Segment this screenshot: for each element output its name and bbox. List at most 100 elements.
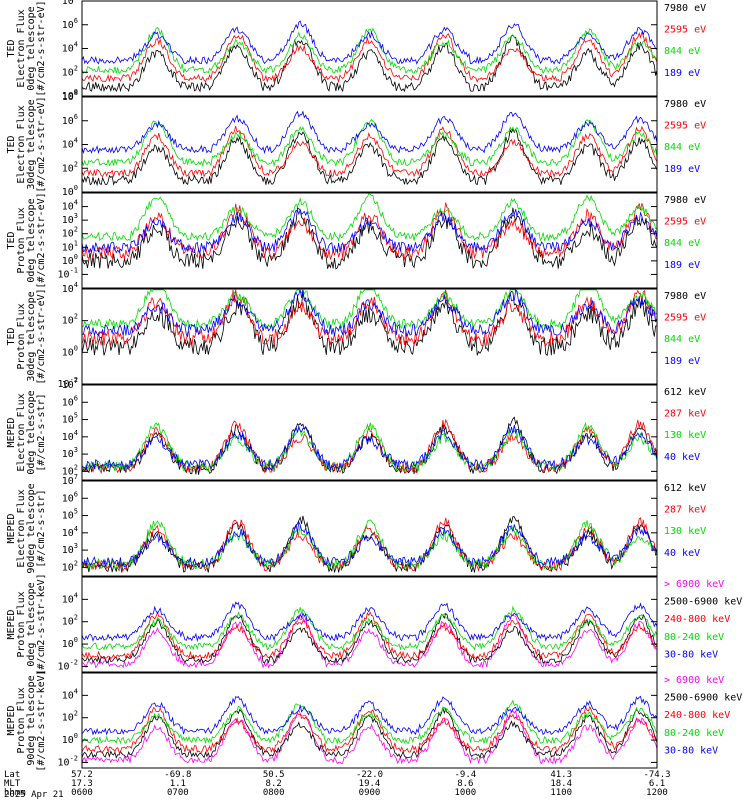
y-axis-label: MEPEDElectron Flux0deg telescope[#/cm2-s… <box>6 390 47 474</box>
y-tick-label: 100 <box>62 732 78 746</box>
time-axis-value: 1200 <box>646 788 668 798</box>
series-line <box>81 424 658 471</box>
time-axis-row-label: hhmm <box>4 788 26 798</box>
y-tick-label: 10-2 <box>58 658 78 672</box>
legend-label: 189 eV <box>664 164 700 175</box>
y-tick-label: 102 <box>62 559 78 573</box>
time-axis-value: -22.0 <box>356 770 383 780</box>
legend-label: 240-800 keV <box>664 614 730 625</box>
series-line <box>81 202 658 261</box>
legend-label: 189 eV <box>664 68 700 79</box>
series-line <box>81 288 658 330</box>
legend-label: 2595 eV <box>664 121 706 132</box>
series-line <box>81 605 658 651</box>
y-axis-label: TEDElectron Flux30deg telescope[#/cm2-s-… <box>6 96 47 192</box>
panel-7: 10-2 100 102 104 MEPEDProton Flux0deg telesc… <box>6 573 742 675</box>
legend-label: 80-240 keV <box>664 728 724 739</box>
panel-frame <box>81 672 658 769</box>
time-axis-row-label: MLT <box>4 779 21 789</box>
time-axis-value: 57.2 <box>71 770 93 780</box>
legend-label: 40 keV <box>664 548 700 559</box>
y-tick-label: 100 <box>62 636 78 650</box>
time-axis-value: 1.1 <box>170 779 186 789</box>
time-axis-value: 17.3 <box>71 779 93 789</box>
time-axis-value: 1100 <box>550 788 572 798</box>
y-axis-label: TEDProton Flux30deg telescope[#/cm2-s-st… <box>6 288 47 384</box>
y-tick-label: 104 <box>62 687 78 701</box>
series-line <box>81 35 658 93</box>
series-line <box>81 709 658 765</box>
legend-label: 2500-6900 keV <box>664 693 742 704</box>
legend-label: > 6900 keV <box>664 579 724 590</box>
y-tick-label: 102 <box>62 710 78 724</box>
y-tick-label: 104 <box>62 281 78 295</box>
legend-label: 844 eV <box>664 334 700 345</box>
series-line <box>81 207 658 270</box>
y-tick-label: 104 <box>62 41 78 55</box>
series-line <box>81 601 658 643</box>
legend-label: 287 keV <box>664 409 706 420</box>
y-tick-label: 10-2 <box>58 754 78 768</box>
time-axis-value: 1000 <box>454 788 476 798</box>
legend-label: 2595 eV <box>664 313 706 324</box>
time-axis-value: 0800 <box>263 788 285 798</box>
legend-label: 844 eV <box>664 238 700 249</box>
y-tick-label: 108 <box>62 0 78 7</box>
y-tick-label: 104 <box>62 525 78 539</box>
legend-label: 7980 eV <box>664 195 706 206</box>
legend-label: 2500-6900 keV <box>664 597 742 608</box>
panel-frame <box>81 384 658 481</box>
legend-label: 189 eV <box>664 260 700 271</box>
time-axis: Lat 57.2 -69.8 50.5 -22.0 -9.4 41.3 -74.3 MLT 17.… <box>4 770 671 800</box>
legend-label: 240-800 keV <box>664 710 730 721</box>
legend-label: 7980 eV <box>664 291 706 302</box>
date-label: 2025 Apr 21 <box>4 790 64 800</box>
legend-label: > 6900 keV <box>664 675 724 686</box>
series-line <box>81 610 658 660</box>
time-axis-value: 50.5 <box>263 770 285 780</box>
y-tick-label: 100 <box>62 253 78 267</box>
series-line <box>81 520 658 569</box>
panel-frame <box>81 576 658 673</box>
series-line <box>81 31 658 83</box>
time-axis-value: 8.2 <box>266 779 282 789</box>
series-line <box>81 119 658 168</box>
y-axis-label: TEDProton Flux0deg telescope[#/cm2-s-str… <box>6 192 47 288</box>
series-line <box>81 705 658 754</box>
series-line <box>81 125 658 178</box>
y-tick-label: 103 <box>62 212 78 226</box>
series-line <box>81 612 658 664</box>
panel-6: 102 103 104 105 106 107 MEPEDElectron Flux90de… <box>6 473 706 577</box>
panel-frame <box>81 192 658 289</box>
legend-label: 2595 eV <box>664 25 706 36</box>
time-axis-value: 0600 <box>71 788 93 798</box>
legend-label: 40 keV <box>664 452 700 463</box>
panel-8: 10-2 100 102 104 MEPEDProton Flux90deg teles… <box>6 669 742 771</box>
legend-label: 2595 eV <box>664 217 706 228</box>
time-axis-value: 19.4 <box>359 779 381 789</box>
y-tick-label: 104 <box>62 591 78 605</box>
series-line <box>81 614 658 669</box>
panel-frame <box>81 480 658 577</box>
y-tick-label: 104 <box>62 429 78 443</box>
y-tick-label: 102 <box>62 226 78 240</box>
legend-label: 7980 eV <box>664 3 706 14</box>
legend-label: 844 eV <box>664 142 700 153</box>
series-line <box>81 26 658 75</box>
time-axis-value: 41.3 <box>550 770 572 780</box>
legend-label: 612 keV <box>664 483 706 494</box>
legend-label: 844 eV <box>664 46 700 57</box>
y-tick-label: 107 <box>62 377 78 391</box>
y-tick-label: 108 <box>62 89 78 103</box>
time-axis-value: -74.3 <box>643 770 670 780</box>
panel-frame <box>81 288 658 385</box>
y-axis-label: TEDElectron Flux0deg telescope[#/cm2-s-s… <box>6 0 47 96</box>
time-axis-value: 8.6 <box>457 779 473 789</box>
series-line <box>81 699 658 745</box>
time-axis-value: 0900 <box>359 788 381 798</box>
y-tick-label: 105 <box>62 412 78 426</box>
legend-label: 7980 eV <box>664 99 706 110</box>
time-axis-row-label: Lat <box>4 770 20 780</box>
series-line <box>81 110 658 155</box>
